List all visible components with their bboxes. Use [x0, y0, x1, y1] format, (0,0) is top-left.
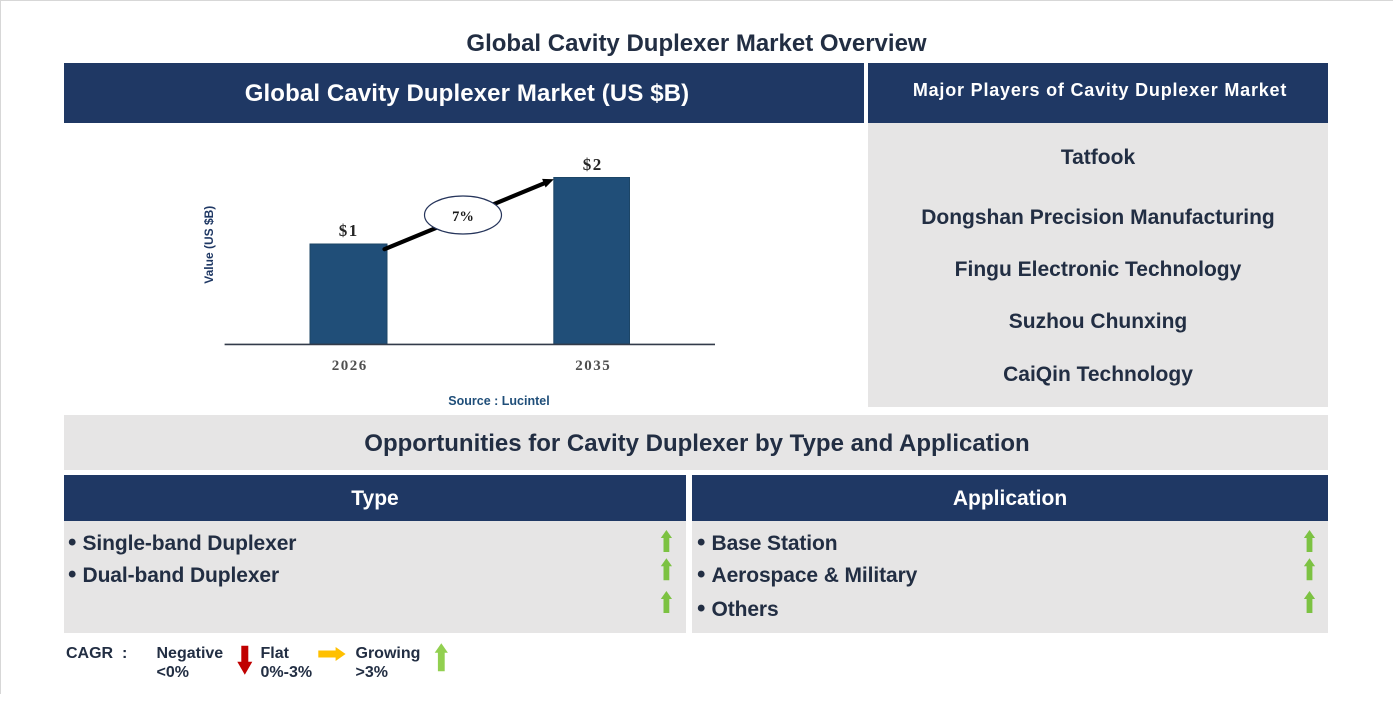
svg-text:2035: 2035: [575, 358, 611, 374]
svg-text:$2: $2: [583, 155, 603, 174]
svg-text:Source : Lucintel: Source : Lucintel: [448, 394, 549, 408]
svg-text:7%: 7%: [452, 209, 474, 225]
svg-text:Value (US $B): Value (US $B): [202, 206, 216, 284]
svg-text:$1: $1: [339, 221, 359, 240]
svg-text:2026: 2026: [332, 358, 368, 374]
